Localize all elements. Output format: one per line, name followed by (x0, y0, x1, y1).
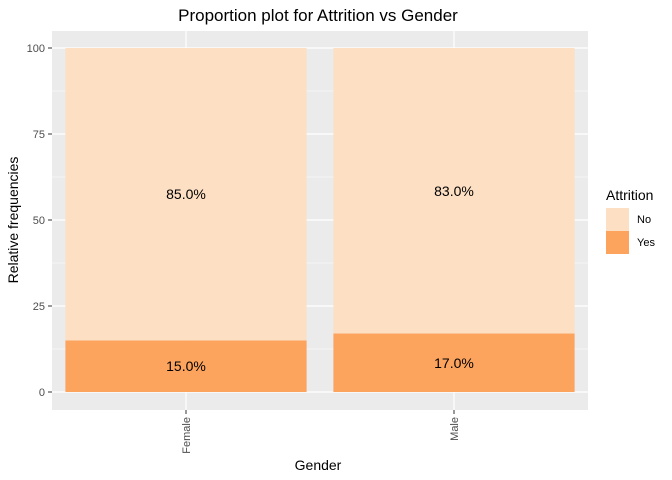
x-tick-label: Female (181, 417, 193, 454)
bar-labels: 15.0% 85.0% 17.0% 83.0% (166, 183, 474, 374)
data-label: 15.0% (166, 358, 206, 374)
x-tick-label: Male (449, 417, 461, 441)
y-axis: 0 25 50 75 100 (27, 43, 52, 399)
y-tick-label: 25 (33, 301, 45, 313)
legend: Attrition No Yes (606, 187, 655, 254)
y-tick-label: 0 (39, 387, 45, 399)
bar-no-male (333, 48, 575, 334)
y-tick-label: 100 (27, 43, 45, 55)
legend-key-no (606, 208, 629, 231)
y-tick-label: 50 (33, 215, 45, 227)
legend-label-yes: Yes (637, 237, 655, 249)
bar-yes-male (333, 333, 575, 392)
y-tick-label: 75 (33, 129, 45, 141)
bar-no-female (65, 48, 307, 341)
data-label: 17.0% (434, 355, 474, 371)
x-axis-title: Gender (295, 457, 342, 473)
chart-title: Proportion plot for Attrition vs Gender (178, 6, 458, 25)
bar-yes-female (65, 340, 307, 392)
bars (65, 48, 575, 392)
legend-key-yes (606, 231, 629, 254)
x-axis: Female Male (181, 410, 461, 454)
data-label: 85.0% (166, 186, 206, 202)
legend-title: Attrition (606, 187, 653, 203)
y-axis-title: Relative frequencies (5, 157, 21, 284)
legend-label-no: No (637, 214, 651, 226)
data-label: 83.0% (434, 183, 474, 199)
